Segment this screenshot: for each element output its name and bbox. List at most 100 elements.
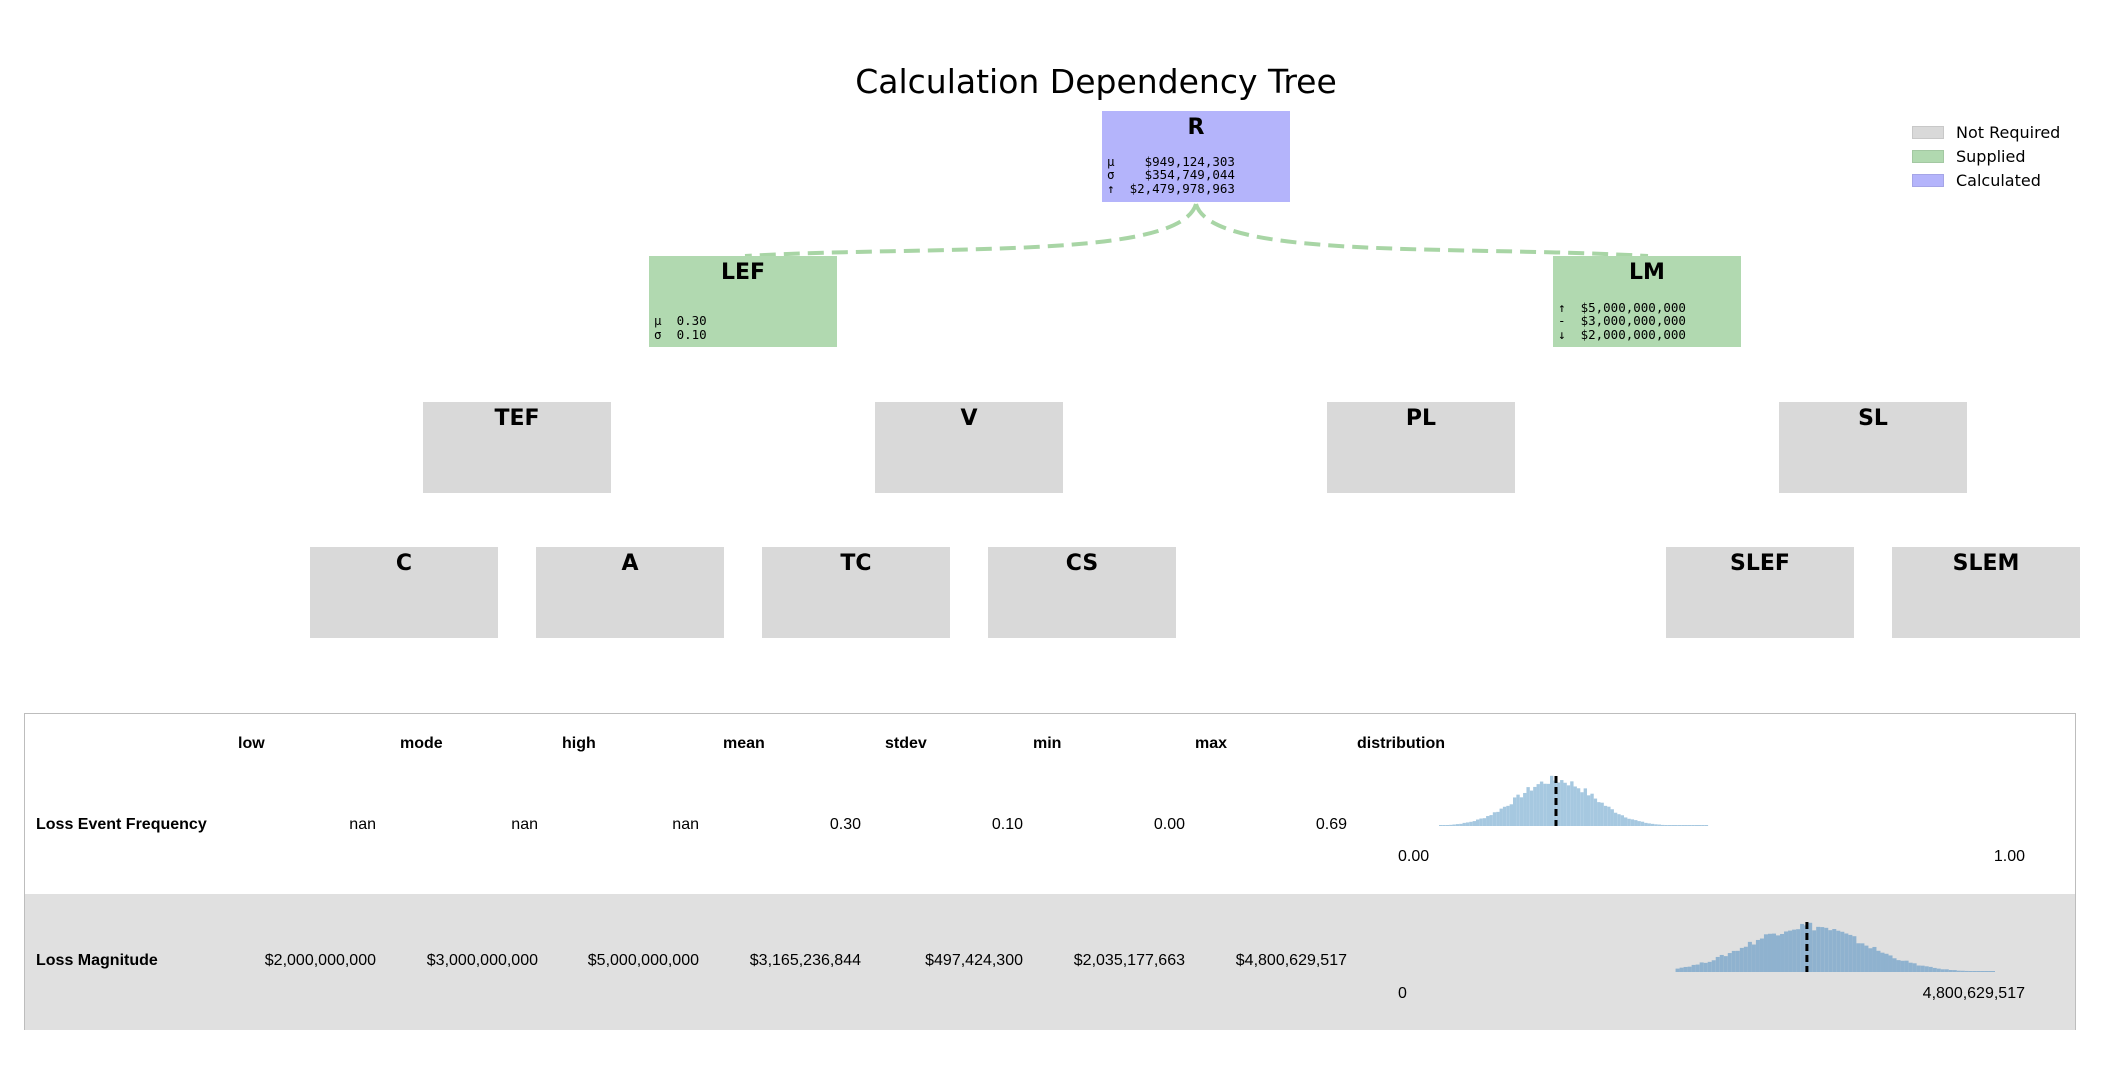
histogram-bar xyxy=(1519,797,1524,826)
histogram-bar xyxy=(1546,783,1551,826)
summary-table: low mode high mean stdev min max distrib… xyxy=(24,713,2076,1030)
histogram-bar xyxy=(1956,970,1961,972)
node-label: LEF xyxy=(720,260,766,285)
row-label: Loss Event Frequency xyxy=(36,816,207,833)
node-v[interactable]: V xyxy=(875,402,1063,493)
histogram-bar xyxy=(1536,784,1540,826)
histogram-bar xyxy=(1904,960,1909,972)
histogram-bar xyxy=(1513,797,1517,826)
legend-swatch xyxy=(1912,125,1944,139)
histogram-bar xyxy=(1780,933,1785,972)
histogram-bar xyxy=(1739,947,1744,972)
histogram-bar xyxy=(1800,923,1805,972)
histogram-bar xyxy=(1743,946,1748,972)
distribution-histogram xyxy=(1439,775,1709,826)
histogram-bar xyxy=(1908,962,1913,972)
node-label: A xyxy=(621,551,639,576)
node-cs[interactable]: CS xyxy=(988,547,1176,638)
histogram-bar xyxy=(1661,824,1665,826)
histogram-bar xyxy=(1900,960,1905,972)
histogram-bar xyxy=(1776,935,1781,972)
histogram-bar xyxy=(1972,971,1977,972)
histogram-bar xyxy=(1607,806,1611,826)
histogram-bar xyxy=(1715,956,1720,972)
column-header-low: low xyxy=(238,735,265,752)
histogram-bar xyxy=(1654,824,1658,826)
node-a[interactable]: A xyxy=(536,547,724,638)
column-header-mean: mean xyxy=(723,735,765,752)
histogram-bar xyxy=(1992,971,1995,972)
histogram-bar xyxy=(1860,943,1865,972)
histogram-bar xyxy=(1968,971,1973,972)
histogram-bar xyxy=(1988,971,1993,972)
histogram-bar xyxy=(1731,950,1736,972)
node-c[interactable]: C xyxy=(310,547,498,638)
histogram-bar xyxy=(1455,824,1460,826)
histogram-bar xyxy=(1566,785,1571,826)
histogram-bar xyxy=(1788,930,1793,972)
column-header-high: high xyxy=(562,735,596,752)
histogram-bar xyxy=(1624,817,1628,826)
legend: Not Required Supplied Calculated xyxy=(1912,120,2060,192)
histogram-bar xyxy=(1442,825,1446,826)
histogram-bar xyxy=(1526,787,1530,826)
histogram-bar xyxy=(1687,825,1692,826)
node-lm[interactable]: LM ↑ $5,000,000,000- $3,000,000,000 ↓ $2,… xyxy=(1553,256,1741,347)
histogram-bar xyxy=(1452,824,1456,826)
histogram-bar xyxy=(1556,782,1561,826)
node-slem[interactable]: SLEM xyxy=(1892,547,2080,638)
node-tef[interactable]: TEF xyxy=(423,402,611,493)
histogram-bar xyxy=(1664,825,1668,826)
histogram-bar xyxy=(1812,930,1817,972)
node-slef[interactable]: SLEF xyxy=(1666,547,1854,638)
table-row: Loss Magnitude $2,000,000,000 $3,000,000… xyxy=(25,894,2075,1030)
histogram-bar xyxy=(1502,806,1507,826)
cell-mean: $3,165,236,844 xyxy=(749,952,861,969)
histogram-bar xyxy=(1627,818,1631,826)
histogram-bar xyxy=(1529,790,1534,826)
node-tc[interactable]: TC xyxy=(762,547,950,638)
histogram-bar xyxy=(1976,971,1981,972)
histogram-bar xyxy=(1576,788,1581,826)
histogram-bar xyxy=(1449,824,1453,826)
node-r[interactable]: R μ $949,124,303 σ $354,749,044 ↑ $2,479,9… xyxy=(1102,111,1290,202)
histogram-bar xyxy=(1583,788,1588,826)
histogram-bar xyxy=(1727,953,1732,972)
histogram-bar xyxy=(1650,823,1655,826)
histogram-bar xyxy=(1573,786,1577,826)
histogram-bar xyxy=(1964,970,1969,972)
histogram-bar xyxy=(1489,815,1493,826)
histogram-bar xyxy=(1707,961,1712,972)
histogram-bar xyxy=(1944,969,1949,972)
table-row: Loss Event Frequency nan nan nan 0.30 0.… xyxy=(25,764,2075,894)
cell-mode: $3,000,000,000 xyxy=(426,952,538,969)
histogram-bar xyxy=(1687,966,1692,972)
histogram-bar xyxy=(1755,939,1760,972)
node-sl[interactable]: SL xyxy=(1779,402,1967,493)
node-pl[interactable]: PL xyxy=(1327,402,1515,493)
histogram-bar xyxy=(1683,966,1688,972)
cell-mode: nan xyxy=(511,816,538,833)
histogram-bar xyxy=(1469,821,1473,826)
cell-low: nan xyxy=(349,816,376,833)
histogram-bar xyxy=(1671,825,1675,826)
histogram-bar xyxy=(1703,962,1708,972)
node-label: R xyxy=(1187,115,1205,140)
histogram-bar xyxy=(1808,922,1813,972)
histogram-bar xyxy=(1499,808,1503,826)
cell-low: $2,000,000,000 xyxy=(264,952,376,969)
column-header-min: min xyxy=(1033,735,1062,752)
legend-item-not-required: Not Required xyxy=(1912,120,2060,144)
histogram-bar xyxy=(1916,965,1921,972)
histogram-bar xyxy=(1482,818,1487,826)
node-lef[interactable]: LEF μ 0.30 σ 0.10 xyxy=(649,256,837,347)
histogram-bar xyxy=(1884,953,1889,972)
cell-mean: 0.30 xyxy=(829,816,861,833)
column-header-mode: mode xyxy=(400,735,443,752)
cell-high: nan xyxy=(672,816,699,833)
histogram-bar xyxy=(1597,802,1601,826)
histogram-bar xyxy=(1674,825,1678,826)
histogram-bar xyxy=(1980,971,1985,972)
histogram-bar xyxy=(1848,934,1853,972)
histogram-bar xyxy=(1681,825,1685,826)
